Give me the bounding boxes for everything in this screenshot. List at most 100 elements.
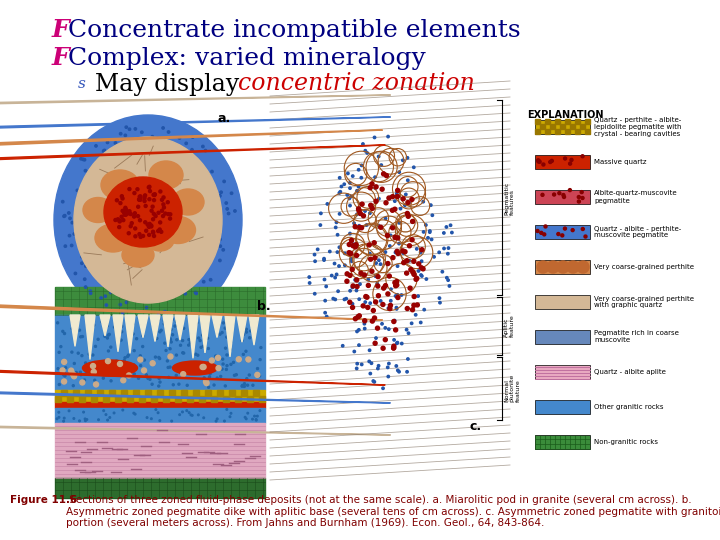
Circle shape — [122, 312, 124, 314]
Circle shape — [169, 339, 171, 341]
Circle shape — [446, 276, 448, 279]
Circle shape — [361, 214, 366, 218]
Circle shape — [89, 290, 91, 292]
Circle shape — [561, 234, 564, 237]
Bar — [535, 225, 590, 239]
Text: EXPLANATION: EXPLANATION — [527, 110, 603, 120]
Circle shape — [356, 367, 358, 369]
Bar — [97, 390, 103, 396]
Circle shape — [185, 142, 187, 145]
Bar — [55, 402, 265, 408]
Circle shape — [117, 336, 120, 338]
Circle shape — [62, 360, 67, 365]
Circle shape — [143, 197, 146, 199]
Circle shape — [395, 306, 397, 309]
Circle shape — [393, 281, 397, 285]
Ellipse shape — [101, 170, 139, 200]
Circle shape — [388, 307, 392, 310]
Circle shape — [400, 342, 403, 345]
Circle shape — [567, 261, 579, 273]
Circle shape — [447, 247, 450, 249]
Circle shape — [246, 377, 248, 380]
Circle shape — [101, 321, 103, 323]
Circle shape — [345, 279, 349, 284]
Circle shape — [168, 213, 172, 216]
Circle shape — [400, 207, 402, 210]
Text: concentric zonation: concentric zonation — [238, 72, 475, 96]
Circle shape — [151, 205, 154, 208]
Circle shape — [197, 354, 199, 356]
Circle shape — [152, 231, 155, 234]
Circle shape — [78, 329, 81, 331]
Circle shape — [127, 373, 129, 375]
Circle shape — [74, 272, 76, 275]
Circle shape — [538, 160, 541, 163]
Circle shape — [127, 211, 130, 213]
Circle shape — [124, 357, 126, 359]
Circle shape — [148, 186, 150, 189]
Circle shape — [385, 233, 390, 238]
Circle shape — [364, 294, 368, 299]
Circle shape — [255, 373, 260, 377]
Ellipse shape — [122, 243, 154, 267]
Circle shape — [162, 196, 165, 199]
Circle shape — [355, 285, 359, 288]
Circle shape — [83, 411, 84, 413]
Bar — [109, 390, 115, 396]
Circle shape — [181, 411, 184, 413]
Polygon shape — [175, 315, 185, 340]
Circle shape — [71, 372, 75, 376]
Circle shape — [85, 420, 86, 422]
Circle shape — [144, 205, 147, 207]
Circle shape — [96, 160, 99, 163]
Circle shape — [405, 212, 410, 215]
Circle shape — [348, 252, 353, 255]
Bar — [575, 119, 580, 124]
Circle shape — [125, 126, 127, 129]
Circle shape — [226, 354, 228, 356]
Circle shape — [369, 252, 371, 255]
Bar — [55, 423, 265, 478]
Circle shape — [73, 330, 75, 332]
Circle shape — [359, 212, 362, 215]
Bar — [115, 396, 121, 402]
Circle shape — [204, 379, 209, 384]
Circle shape — [202, 280, 205, 283]
Text: s: s — [78, 77, 86, 91]
Circle shape — [138, 233, 141, 235]
Circle shape — [123, 213, 126, 216]
Circle shape — [358, 225, 360, 227]
Circle shape — [247, 413, 248, 414]
Bar — [259, 396, 265, 402]
Circle shape — [97, 338, 99, 340]
Circle shape — [438, 301, 441, 304]
Circle shape — [349, 289, 351, 292]
Circle shape — [377, 155, 380, 158]
Circle shape — [203, 377, 205, 379]
Circle shape — [183, 352, 184, 354]
Circle shape — [80, 380, 85, 385]
Circle shape — [360, 202, 364, 206]
Circle shape — [374, 275, 377, 278]
Circle shape — [172, 384, 174, 386]
Circle shape — [175, 374, 177, 376]
Circle shape — [169, 366, 171, 368]
Circle shape — [381, 302, 385, 307]
Circle shape — [419, 266, 423, 270]
Circle shape — [361, 143, 364, 145]
Circle shape — [85, 372, 87, 374]
Circle shape — [393, 235, 397, 239]
Circle shape — [143, 194, 147, 197]
Circle shape — [431, 214, 433, 217]
Circle shape — [71, 373, 76, 378]
Circle shape — [557, 233, 560, 235]
Bar — [560, 124, 565, 129]
Circle shape — [105, 304, 107, 306]
Circle shape — [128, 128, 131, 130]
Circle shape — [549, 160, 552, 164]
Circle shape — [557, 261, 569, 273]
Bar — [163, 396, 169, 402]
Circle shape — [226, 208, 228, 210]
Circle shape — [157, 211, 160, 214]
Circle shape — [387, 362, 390, 365]
